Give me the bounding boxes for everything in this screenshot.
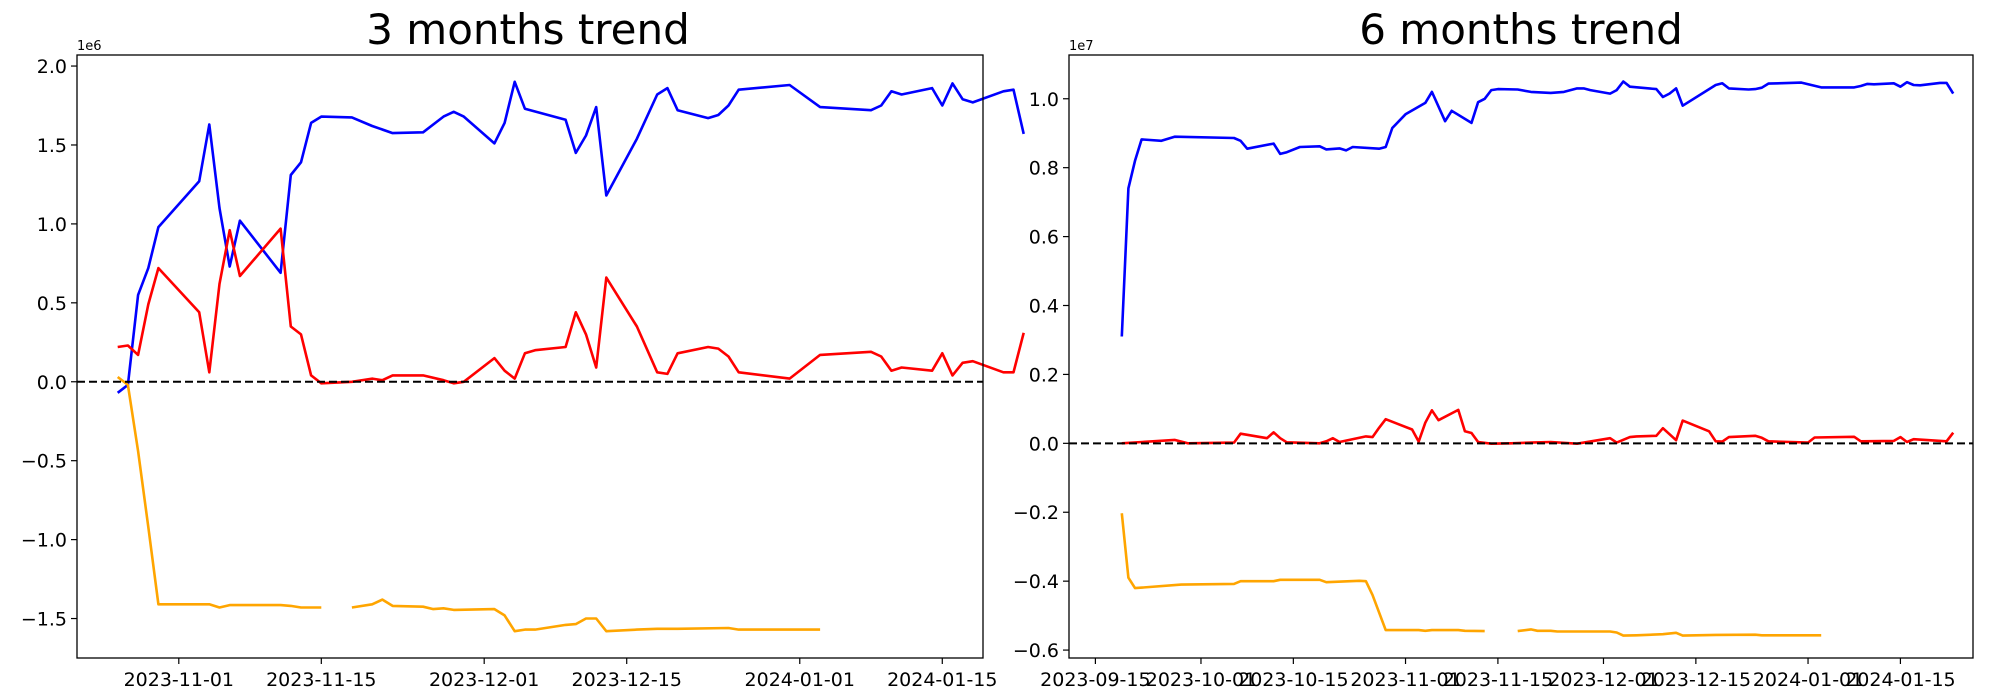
- y-tick-label: 0.0: [1029, 433, 1059, 455]
- series-line-1: [117, 227, 1025, 385]
- y-tick-label: −0.2: [1013, 502, 1059, 524]
- y-tick-label: 0.6: [1029, 227, 1059, 249]
- series-line-2-segment-0: [116, 375, 322, 609]
- x-tick-label: 2023-10-15: [1238, 669, 1348, 691]
- x-tick-label: 2023-12-01: [1548, 669, 1658, 691]
- y-tick-label: −0.4: [1013, 571, 1059, 593]
- series-line-0: [1120, 80, 1955, 337]
- x-tick-label: 2023-10-01: [1146, 669, 1256, 691]
- y-offset-label: 1e6: [77, 39, 102, 54]
- chart-title: 6 months trend: [1359, 5, 1683, 54]
- y-tick-label: 0.2: [1029, 364, 1059, 386]
- y-tick-label: 1.5: [37, 135, 67, 157]
- y-tick-label: 1.0: [37, 214, 67, 236]
- plot-frame: [1068, 54, 1974, 659]
- x-tick-label: 2023-11-01: [124, 669, 234, 691]
- x-tick-label: 2023-11-15: [266, 669, 376, 691]
- x-tick-label: 2023-11-15: [1443, 669, 1553, 691]
- y-tick-label: −1.0: [21, 530, 67, 552]
- y-tick-label: 1.0: [1029, 89, 1059, 111]
- y-tick-label: −0.5: [21, 451, 67, 473]
- y-offset-label: 1e7: [1069, 39, 1094, 54]
- y-tick-label: 0.5: [37, 293, 67, 315]
- plot-marks: −1.5 −1.0 −0.5 0.0 0.5 1.0 1.5 2.0 2023-11-01 202…: [21, 56, 1025, 691]
- x-tick-label: 2023-11-01: [1350, 669, 1460, 691]
- x-tick-label: 2023-12-15: [571, 669, 681, 691]
- x-tick-label: 2023-12-15: [1641, 669, 1751, 691]
- series-line-0: [116, 80, 1025, 394]
- plot-marks: −0.6 −0.4 −0.2 0.0 0.2 0.4 0.6 0.8 1.0 2023-09-15…: [1013, 80, 1973, 691]
- x-tick-label: 2024-01-15: [1845, 669, 1955, 691]
- chart-title: 3 months trend: [366, 5, 690, 54]
- y-tick-label: 0.0: [37, 372, 67, 394]
- series-line-2-segment-0: [1120, 513, 1485, 633]
- x-tick-label: 2024-01-01: [1753, 669, 1863, 691]
- series-line-2-segment-1: [1517, 628, 1822, 637]
- y-tick-label: 2.0: [37, 56, 67, 78]
- x-tick-label: 2023-12-01: [429, 669, 539, 691]
- chart-3-months: 3 months trend 1e6 −1.5 −1.0 −0.5 0.0 0.5 1.0…: [21, 5, 1025, 691]
- chart-6-months: 6 months trend 1e7 −0.6 −0.4 −0.2 0.0 0.2 0.4…: [1013, 5, 1974, 691]
- x-tick-label: 2023-09-15: [1040, 669, 1150, 691]
- y-tick-label: 0.4: [1029, 296, 1059, 318]
- y-tick-label: 0.8: [1029, 158, 1059, 180]
- plot-frame: [76, 54, 984, 659]
- y-tick-label: −1.5: [21, 609, 67, 631]
- x-tick-label: 2024-01-15: [887, 669, 997, 691]
- series-line-2-segment-1: [351, 598, 821, 633]
- x-tick-label: 2024-01-01: [745, 669, 855, 691]
- y-tick-label: −0.6: [1013, 640, 1059, 662]
